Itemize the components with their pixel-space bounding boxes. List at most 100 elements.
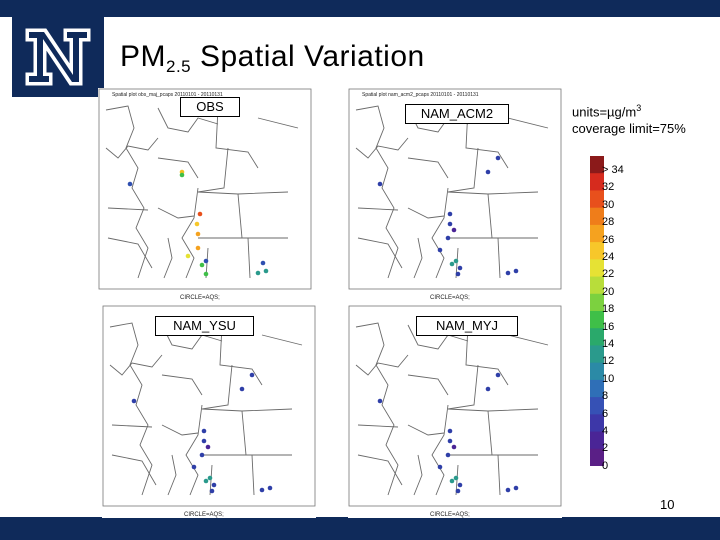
station-marker [449,261,455,267]
map-boundary [497,454,501,496]
map-boundary [185,404,203,496]
station-marker [127,181,133,187]
map-boundary [105,137,159,159]
station-marker [260,260,266,266]
map-boundary [431,187,449,279]
color-scale-swatch [590,190,604,209]
map-boundary [161,424,199,436]
station-marker [207,475,213,481]
map-footer-text: CIRCLE=AQS; [430,512,470,518]
station-marker [203,478,209,484]
map-boundary [251,454,255,496]
station-marker [197,211,203,217]
map-boundary [355,354,409,376]
color-scale-tick-label: 10 [602,372,615,385]
station-marker [201,428,207,434]
map-boundary [407,207,445,219]
station-marker [205,444,211,450]
station-marker [255,270,261,276]
station-marker [195,245,201,251]
map-boundary [431,404,449,496]
map-boundary [407,424,445,436]
station-marker [194,221,200,227]
station-marker [259,487,265,493]
map-boundary [197,147,229,193]
station-marker [211,482,217,488]
panel-label-nam-acm2: NAM_ACM2 [405,104,509,124]
color-scale-swatch [590,362,604,381]
station-marker [185,253,191,259]
color-scale-tick-label: 22 [602,268,615,281]
map-boundary [163,237,173,279]
top-bar [0,0,720,17]
map-boundary [355,105,399,279]
university-logo [12,17,104,97]
bottom-bar [0,517,720,540]
station-marker [445,452,451,458]
color-scale-swatch [590,259,604,278]
map-boundary [201,364,233,410]
station-marker [203,271,209,277]
page-number: 10 [660,497,675,512]
color-scale-swatch [590,328,604,346]
map-boundary [357,207,399,211]
color-scale-swatch [590,224,604,243]
map-header-text: Spatial plot obs_maj_pcaps 20110101 - 20… [112,92,223,98]
map-boundary [357,424,399,428]
map-boundary [357,454,403,486]
station-marker [199,452,205,458]
logo-n-icon [25,28,91,86]
station-marker [447,428,453,434]
station-marker [377,181,383,187]
map-boundary [111,424,153,428]
station-marker [451,227,457,233]
color-scale-tick-label: 32 [602,181,615,194]
station-marker [453,258,459,264]
color-scale-swatch [590,276,604,295]
map-boundary [219,324,263,386]
map-boundary [257,117,299,129]
color-scale-tick-label: 0 [602,459,609,472]
station-marker [437,464,443,470]
station-marker [195,231,201,237]
color-scale-tick-label: 24 [602,251,615,263]
map-boundary [247,237,251,279]
station-marker [239,386,245,392]
map-svg: CIRCLE=AQS; [348,305,562,518]
color-scale-swatch [590,311,604,329]
station-marker [457,265,463,271]
slide-title: PM2.5 Spatial Variation [120,40,425,76]
map-boundary [157,107,219,133]
map-boundary [109,322,153,496]
map-boundary [465,324,509,386]
panel-label-obs: OBS [180,97,240,117]
station-marker [451,444,457,450]
color-scale-swatch [590,379,604,398]
map-footer-text: CIRCLE=AQS; [180,295,220,301]
color-scale-tick-label: 18 [602,303,615,316]
station-marker [249,372,255,378]
station-marker [131,398,137,404]
color-scale-tick-label: 28 [602,216,615,229]
color-scale-swatch [590,414,604,433]
map-boundary [105,105,149,279]
color-scale-swatch [590,448,604,466]
color-scale-tick-label: 8 [602,390,609,403]
panel-label-nam-myj: NAM_MYJ [416,316,518,336]
map-boundary [157,207,195,219]
color-scale-tick-label: 12 [602,355,615,368]
map-boundary [261,334,303,346]
station-marker [267,485,273,491]
color-scale-tick-label: 26 [602,233,615,246]
map-boundary [355,322,399,496]
map-boundary [465,107,509,169]
map-boundary [507,334,549,346]
station-marker [263,268,269,274]
map-header-text: Spatial plot nam_acm2_pcaps 20110101 - 2… [362,92,479,98]
units-note: units=µg/m3 coverage limit=75% [572,103,686,137]
station-marker [377,398,383,404]
map-boundary [447,147,479,193]
map-panel-obs: Spatial plot obs_maj_pcaps 20110101 - 20… [98,88,312,301]
station-marker [453,475,459,481]
station-marker [485,386,491,392]
